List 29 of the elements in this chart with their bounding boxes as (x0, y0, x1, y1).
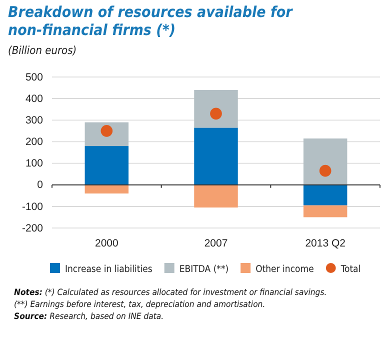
point (319, 164, 332, 177)
source-note: Source: Research, based on INE data. (14, 312, 164, 322)
y-tick-label: -100 (22, 200, 44, 213)
bar (303, 138, 348, 185)
x-tick-label: 2013 Q2 (305, 237, 346, 250)
legend-label: Total (340, 264, 361, 275)
y-tick-label: 500 (25, 71, 44, 84)
y-tick-label: 300 (25, 114, 44, 127)
y-tick-label: 200 (25, 136, 44, 148)
text: (**) Earnings before interest, tax, depreciation and amortisation. (14, 300, 266, 310)
bar (194, 184, 238, 208)
bar (194, 90, 238, 128)
y-tick-label: 0 (37, 179, 44, 192)
y-tick-label: -200 (22, 222, 44, 234)
y-tick-label: 400 (25, 92, 44, 105)
bar (84, 146, 129, 185)
y-axis-title: (Billion euros) (8, 44, 77, 57)
bar (194, 128, 238, 185)
legend-label: Increase in liabilities (65, 264, 153, 275)
x-tick-label: 2007 (204, 237, 228, 250)
text: Notes: (*) Calculated as resources allocated for investment or financial savings. (14, 288, 327, 298)
chart-title: Breakdown of resources available for non-financial firms (*) (8, 3, 294, 39)
bar (84, 184, 129, 194)
y-tick-label: 100 (25, 158, 44, 170)
bar (303, 184, 348, 206)
bar (303, 205, 348, 218)
legend-label: Other income (256, 264, 314, 275)
x-tick-label: 2000 (94, 237, 119, 250)
legend-label: EBITDA (**) (179, 264, 229, 275)
